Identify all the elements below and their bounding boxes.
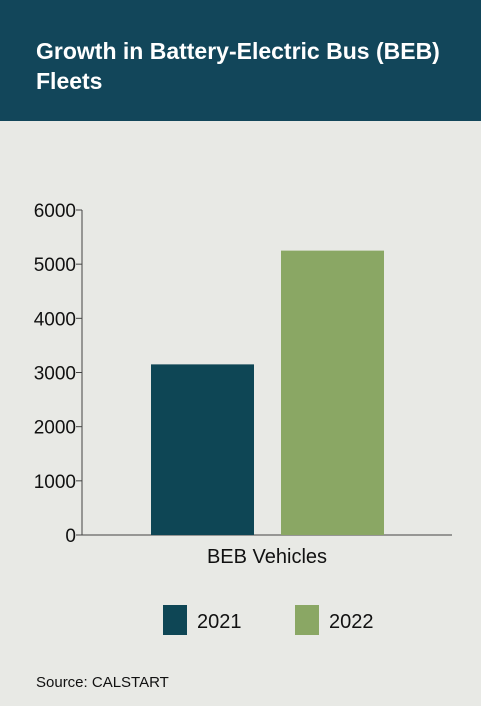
bar-2021: [151, 364, 254, 535]
chart-axes: 0 1000 2000 3000 4000 5000 6000 BEB Vehicles: [34, 201, 452, 568]
source-note: Source: CALSTART: [36, 674, 169, 691]
y-tick-label: 6000: [34, 201, 76, 222]
y-tick-label: 2000: [34, 418, 76, 439]
chart-title: Growth in Battery-Electric Bus (BEB) Fle…: [36, 38, 440, 94]
y-tick-label: 1000: [34, 472, 76, 493]
legend-swatch-2021: [163, 605, 187, 635]
bar-2022: [281, 250, 384, 535]
chart-bars: [151, 250, 384, 535]
y-tick-label: 3000: [34, 364, 76, 385]
header-banner: Growth in Battery-Electric Bus (BEB) Fle…: [0, 0, 481, 121]
legend-swatch-2022: [295, 605, 319, 635]
x-category-label: BEB Vehicles: [207, 546, 327, 568]
y-tick-label: 0: [65, 526, 76, 547]
legend-label-2021: 2021: [197, 611, 242, 633]
y-tick-label: 4000: [34, 309, 76, 330]
chart-legend: 2021 2022: [163, 605, 374, 635]
y-tick-label: 5000: [34, 255, 76, 276]
legend-label-2022: 2022: [329, 611, 374, 633]
